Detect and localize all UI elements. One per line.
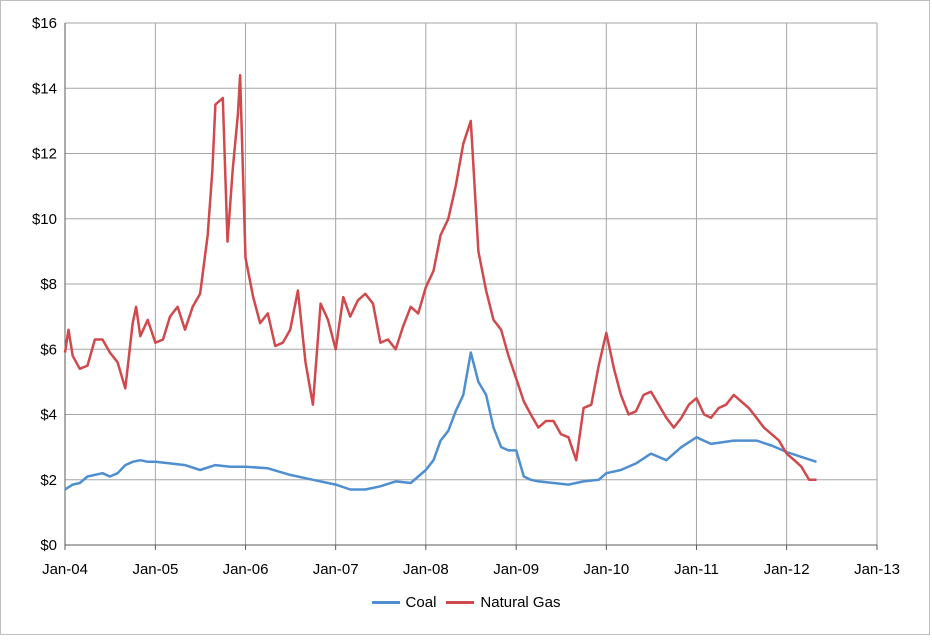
x-tick-label: Jan-13	[854, 561, 900, 578]
y-tick-label: $0	[40, 537, 57, 554]
legend-item-natural-gas: Natural Gas	[446, 594, 560, 611]
series-lines	[63, 73, 817, 491]
legend-label-natural-gas: Natural Gas	[480, 594, 561, 611]
axes: $0 $2 $4 $6 $8 $10 $12 $14 $16 Jan-04 Jan-05 Jan-06…	[32, 15, 900, 578]
y-tick-label: $10	[32, 211, 57, 228]
x-tick-label: Jan-11	[674, 561, 719, 578]
x-tick-label: Jan-10	[583, 561, 629, 578]
x-tick-label: Jan-04	[42, 561, 88, 578]
x-tick-label: Jan-07	[313, 561, 359, 578]
legend-label-coal: Coal	[405, 594, 437, 611]
grid	[64, 22, 878, 546]
y-tick-label: $4	[40, 407, 57, 424]
legend: Coal Natural Gas	[1, 594, 931, 611]
y-tick-label: $12	[32, 146, 57, 163]
x-tick-label: Jan-09	[493, 561, 539, 578]
y-tick-label: $8	[40, 276, 57, 293]
y-tick-label: $6	[40, 341, 57, 358]
y-tick-label: $16	[32, 15, 57, 32]
legend-swatch-coal	[371, 601, 400, 604]
legend-swatch-natural-gas	[446, 601, 475, 604]
series-line-natural-gas	[63, 73, 817, 482]
x-tick-label: Jan-12	[764, 561, 810, 578]
legend-item-coal: Coal	[371, 594, 437, 611]
x-tick-label: Jan-05	[132, 561, 178, 578]
x-tick-label: Jan-06	[223, 561, 269, 578]
y-tick-label: $2	[40, 472, 57, 489]
series-line-coal	[64, 351, 817, 491]
x-tick-label: Jan-08	[403, 561, 449, 578]
y-tick-label: $14	[32, 80, 57, 97]
